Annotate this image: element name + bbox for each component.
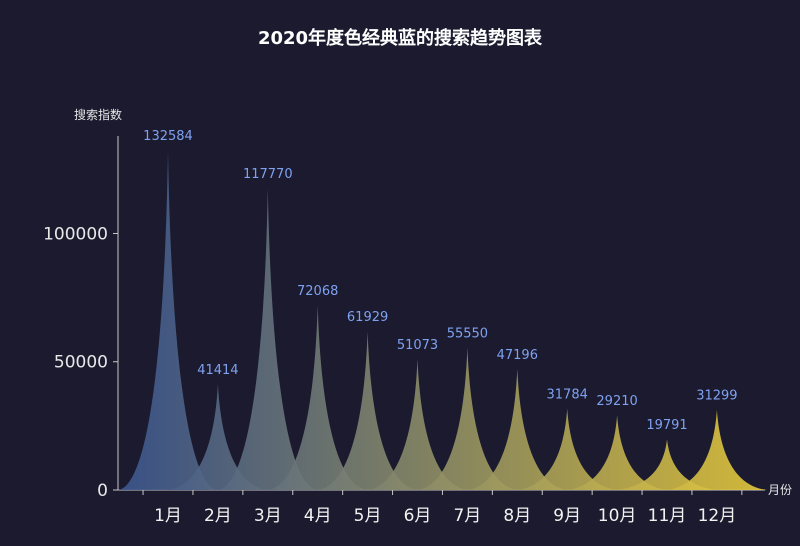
x-tick-label: 11月 <box>648 506 687 526</box>
spike-bar-3[interactable] <box>217 187 318 490</box>
spike-bar-8[interactable] <box>467 368 568 490</box>
data-label: 55550 <box>447 327 488 342</box>
x-tick-label: 10月 <box>598 506 637 526</box>
x-tick-label: 1月 <box>154 506 182 526</box>
data-label: 19791 <box>646 418 687 433</box>
x-axis-ticks <box>142 490 743 495</box>
data-label: 29210 <box>596 394 637 409</box>
y-tick-label: 0 <box>97 481 108 501</box>
data-label: 51073 <box>397 338 438 353</box>
y-axis-ticks: 0 50000 100000 <box>43 224 118 501</box>
x-tick-label: 5月 <box>354 506 382 526</box>
data-label: 31784 <box>547 387 588 402</box>
x-tick-label: 8月 <box>503 506 531 526</box>
x-tick-label: 12月 <box>698 506 737 526</box>
spike-bar-4[interactable] <box>267 305 368 490</box>
data-label: 31299 <box>696 389 737 404</box>
data-label: 72068 <box>297 284 338 299</box>
data-label: 41414 <box>197 363 238 378</box>
spike-bar-1[interactable] <box>118 149 218 490</box>
spike-series <box>118 149 767 490</box>
x-tick-label: 7月 <box>453 506 481 526</box>
data-label: 47196 <box>497 348 538 363</box>
spike-bar-6[interactable] <box>367 358 468 490</box>
x-tick-label: 4月 <box>304 506 332 526</box>
spike-bar-11[interactable] <box>617 439 717 490</box>
data-label: 132584 <box>143 129 193 144</box>
y-tick-label: 50000 <box>54 353 108 373</box>
spike-bar-10[interactable] <box>567 415 668 490</box>
y-tick-label: 100000 <box>43 224 108 244</box>
chart-title: 2020年度色经典蓝的搜索趋势图表 <box>258 27 543 49</box>
x-tick-label: 6月 <box>404 506 432 526</box>
data-labels: 132584 41414 117770 72068 61929 51073 55550 471… <box>143 129 737 433</box>
spike-bar-2[interactable] <box>167 383 268 490</box>
y-axis-title: 搜索指数 <box>74 107 122 122</box>
spike-bar-9[interactable] <box>517 408 618 490</box>
data-label: 61929 <box>347 310 388 325</box>
category-labels: 1月 2月 3月 4月 5月 6月 7月 8月 9月 10月 11月 12月 <box>154 506 736 526</box>
spike-bar-7[interactable] <box>417 347 518 490</box>
data-label: 117770 <box>243 167 293 182</box>
x-tick-label: 3月 <box>254 506 282 526</box>
spike-bar-5[interactable] <box>317 331 418 490</box>
x-tick-label: 9月 <box>553 506 581 526</box>
x-axis-title: 月份 <box>768 483 792 497</box>
spike-bar-12[interactable] <box>666 409 767 490</box>
x-tick-label: 2月 <box>204 506 232 526</box>
